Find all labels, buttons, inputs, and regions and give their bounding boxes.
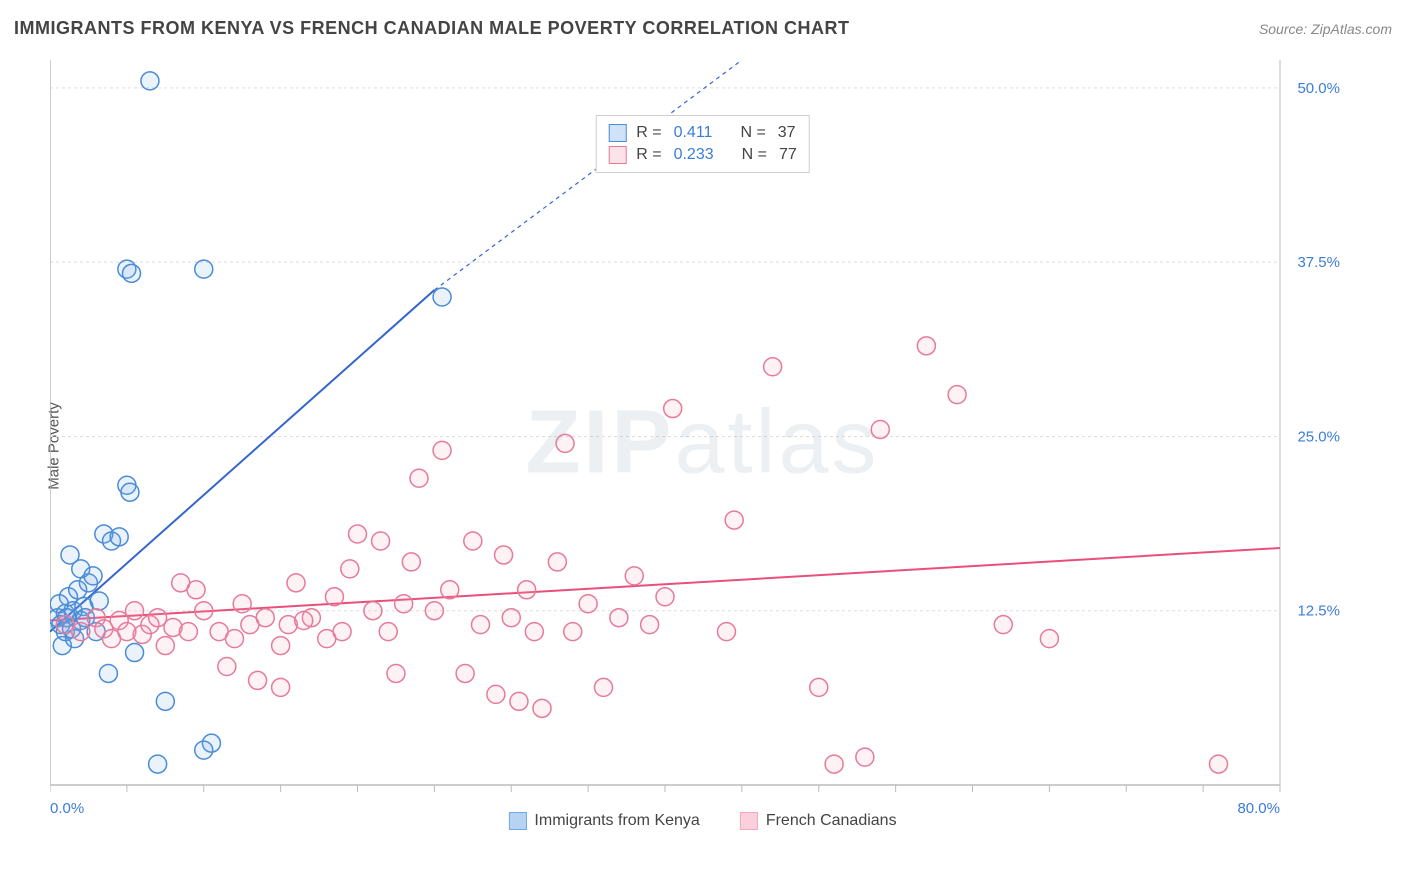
legend-swatch-bottom-0 [508, 812, 526, 830]
legend-stats: R = 0.411 N = 37 R = 0.233 N = 77 [595, 115, 810, 173]
legend-r-value-0: 0.411 [674, 124, 713, 142]
legend-series-item-1: French Canadians [740, 812, 897, 830]
legend-n-label-0: N = [740, 124, 765, 142]
svg-text:80.0%: 80.0% [1237, 800, 1280, 817]
chart-header: IMMIGRANTS FROM KENYA VS FRENCH CANADIAN… [14, 18, 1392, 39]
legend-n-value-1: 77 [779, 146, 797, 164]
legend-series-label-0: Immigrants from Kenya [534, 812, 699, 830]
legend-stats-row-1: R = 0.233 N = 77 [608, 144, 797, 166]
svg-text:25.0%: 25.0% [1297, 428, 1340, 445]
legend-r-value-1: 0.233 [674, 146, 714, 164]
legend-series-item-0: Immigrants from Kenya [508, 812, 699, 830]
svg-text:0.0%: 0.0% [50, 800, 84, 817]
chart-source: Source: ZipAtlas.com [1259, 21, 1392, 37]
legend-r-label-1: R = [636, 146, 661, 164]
svg-text:37.5%: 37.5% [1297, 254, 1340, 271]
chart-container: ZIPatlas 12.5%25.0%37.5%50.0%0.0%80.0% R… [50, 55, 1355, 830]
legend-swatch-bottom-1 [740, 812, 758, 830]
legend-r-label-0: R = [636, 124, 661, 142]
legend-swatch-1 [608, 146, 626, 164]
chart-title: IMMIGRANTS FROM KENYA VS FRENCH CANADIAN… [14, 18, 850, 39]
legend-series: Immigrants from Kenya French Canadians [508, 812, 896, 830]
legend-swatch-0 [608, 124, 626, 142]
svg-text:12.5%: 12.5% [1297, 603, 1340, 620]
legend-series-label-1: French Canadians [766, 812, 897, 830]
legend-stats-row-0: R = 0.411 N = 37 [608, 122, 797, 144]
legend-n-label-1: N = [742, 146, 767, 164]
legend-n-value-0: 37 [778, 124, 796, 142]
svg-text:50.0%: 50.0% [1297, 80, 1340, 97]
